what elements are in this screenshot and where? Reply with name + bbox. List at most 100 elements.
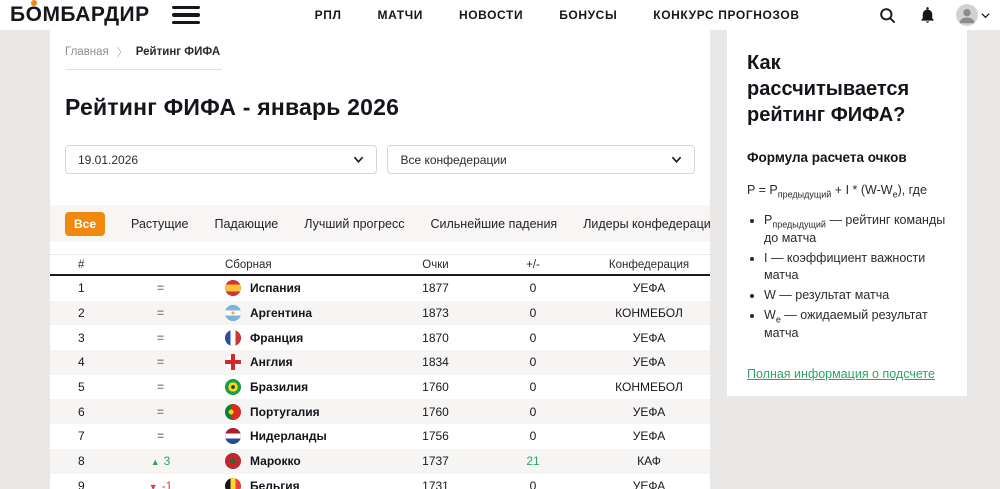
tab-filter[interactable]: Лидеры конфедераций bbox=[583, 216, 710, 231]
team-cell: Аргентина bbox=[198, 305, 393, 322]
breadcrumb: Главная 〉 Рейтинг ФИФА bbox=[65, 42, 223, 70]
team-name: Бразилия bbox=[250, 380, 309, 395]
confederation-cell: КАФ bbox=[637, 454, 661, 469]
points-cell: 1731 bbox=[422, 478, 449, 489]
table-row[interactable]: 6 = Португалия 1760 0 УЕФА bbox=[50, 399, 710, 425]
ranking-table: # Сборная Очки +/- Конфедерация 1 = Испани… bbox=[50, 254, 710, 489]
table-header-row: # Сборная Очки +/- Конфедерация bbox=[50, 254, 710, 276]
diff-cell: 0 bbox=[529, 306, 537, 321]
movement-cell: ▼ -1 bbox=[123, 479, 198, 489]
filters-row: 19.01.2026 Все конфедерации bbox=[65, 145, 695, 174]
team-name: Испания bbox=[250, 281, 301, 296]
confederation-select-value: Все конфедерации bbox=[400, 152, 507, 167]
confederation-cell: КОНМЕБОЛ bbox=[615, 306, 683, 321]
team-name: Бельгия bbox=[250, 478, 300, 489]
rank-cell: 9 bbox=[78, 478, 85, 489]
nav-item[interactable]: БОНУСЫ bbox=[559, 8, 618, 22]
nav-item[interactable]: НОВОСТИ bbox=[458, 8, 524, 22]
formula-legend: Pпредыдущий — рейтинг команды до матчаI … bbox=[747, 212, 947, 343]
rank-cell: 1 bbox=[78, 281, 85, 296]
search-icon[interactable] bbox=[876, 4, 898, 26]
diff-cell: 0 bbox=[529, 380, 537, 395]
movement-cell: ▲ 3 bbox=[150, 454, 171, 469]
brazil-flag-icon bbox=[225, 379, 241, 396]
table-row[interactable]: 3 = Франция 1870 0 УЕФА bbox=[50, 325, 710, 350]
rank-cell: 4 bbox=[78, 355, 85, 370]
portugal-flag-icon bbox=[225, 403, 241, 420]
header-points: Очки bbox=[422, 258, 449, 271]
nav-item[interactable]: КОНКУРС ПРОГНОЗОВ bbox=[653, 8, 800, 22]
breadcrumb-home-link[interactable]: Главная bbox=[65, 46, 109, 58]
table-row[interactable]: 1 = Испания 1877 0 УЕФА bbox=[50, 276, 710, 301]
breadcrumb-current[interactable]: Рейтинг ФИФА bbox=[135, 46, 221, 58]
team-cell: Нидерланды bbox=[198, 428, 393, 445]
team-cell: Бразилия bbox=[198, 379, 393, 396]
tab-active[interactable]: Все bbox=[65, 211, 106, 236]
header-team: Сборная bbox=[225, 258, 272, 271]
tab-filter[interactable]: Лучший прогресс bbox=[304, 216, 405, 231]
diff-cell: 0 bbox=[529, 478, 537, 489]
formula-legend-item: We — ожидаемый результат матча bbox=[764, 307, 947, 343]
filter-tabs: Все Растущие Падающие Лучший прогресс Сильне… bbox=[50, 205, 710, 242]
chevron-down-icon bbox=[354, 156, 364, 163]
tab-filter[interactable]: Падающие bbox=[214, 216, 279, 231]
breadcrumb-separator: 〉 bbox=[116, 47, 128, 59]
rank-cell: 6 bbox=[78, 404, 85, 419]
movement-cell: = bbox=[156, 330, 164, 345]
notifications-bell-icon[interactable] bbox=[916, 4, 938, 26]
movement-cell: = bbox=[156, 380, 164, 395]
down-arrow-icon: ▼ bbox=[148, 481, 158, 489]
diff-cell: 0 bbox=[529, 330, 537, 345]
table-row[interactable]: 2 = Аргентина 1873 0 КОНМЕБОЛ bbox=[50, 300, 710, 326]
movement-cell: = bbox=[156, 429, 164, 444]
table-row[interactable]: 7 = Нидерланды 1756 0 УЕФА bbox=[50, 424, 710, 449]
table-row[interactable]: 5 = Бразилия 1760 0 КОНМЕБОЛ bbox=[50, 375, 710, 400]
diff-cell: 0 bbox=[529, 429, 537, 444]
user-avatar bbox=[956, 4, 978, 26]
rank-cell: 3 bbox=[78, 330, 85, 345]
movement-cell: = bbox=[156, 306, 164, 321]
confederation-cell: УЕФА bbox=[632, 404, 666, 419]
movement-cell: = bbox=[156, 355, 164, 370]
nav-item[interactable]: РПЛ bbox=[314, 8, 342, 22]
tab-filter[interactable]: Сильнейшие падения bbox=[430, 216, 558, 231]
france-flag-icon bbox=[225, 329, 241, 346]
site-logo[interactable]: БО МБАРДИР bbox=[10, 0, 150, 27]
header-confederation: Конфедерация bbox=[608, 258, 690, 271]
team-cell: Бельгия bbox=[198, 477, 393, 489]
table-row[interactable]: 8 ▲ 3 Марокко 1737 21 КАФ bbox=[50, 448, 710, 474]
team-name: Англия bbox=[250, 355, 293, 370]
menu-burger-icon[interactable] bbox=[171, 5, 200, 25]
spain-flag-icon bbox=[225, 280, 241, 297]
profile-menu[interactable] bbox=[956, 4, 990, 26]
confederation-cell: УЕФА bbox=[632, 281, 666, 296]
sidebar-title: Как рассчитывается рейтинг ФИФА? bbox=[747, 52, 910, 126]
confederation-select[interactable]: Все конфедерации bbox=[387, 145, 695, 174]
formula-legend-item: Pпредыдущий — рейтинг команды до матча bbox=[764, 212, 947, 248]
tab-filter[interactable]: Растущие bbox=[131, 216, 189, 231]
team-name: Португалия bbox=[250, 404, 320, 419]
points-cell: 1873 bbox=[422, 306, 449, 321]
confederation-cell: КОНМЕБОЛ bbox=[615, 380, 683, 395]
rank-cell: 7 bbox=[78, 429, 85, 444]
date-select-value: 19.01.2026 bbox=[78, 152, 139, 167]
england-flag-icon bbox=[225, 354, 241, 371]
table-row[interactable]: 4 = Англия 1834 0 УЕФА bbox=[50, 350, 710, 375]
confederation-cell: УЕФА bbox=[632, 478, 666, 489]
table-row[interactable]: 9 ▼ -1 Бельгия 1731 0 УЕФА bbox=[50, 474, 710, 489]
points-cell: 1760 bbox=[422, 380, 449, 395]
chevron-down-icon bbox=[671, 156, 682, 163]
full-info-link[interactable]: Полная информация о подсчете bbox=[747, 367, 935, 382]
netherlands-flag-icon bbox=[225, 428, 241, 445]
movement-cell: = bbox=[156, 404, 164, 419]
rank-cell: 8 bbox=[78, 454, 85, 469]
movement-cell: = bbox=[156, 281, 164, 296]
nav-item[interactable]: МАТЧИ bbox=[377, 8, 423, 22]
team-cell: Англия bbox=[198, 354, 393, 371]
team-cell: Франция bbox=[198, 329, 393, 346]
points-cell: 1737 bbox=[422, 454, 449, 469]
header-rank: # bbox=[78, 258, 85, 271]
points-cell: 1756 bbox=[422, 429, 449, 444]
team-cell: Испания bbox=[198, 280, 393, 297]
date-select[interactable]: 19.01.2026 bbox=[65, 145, 378, 174]
